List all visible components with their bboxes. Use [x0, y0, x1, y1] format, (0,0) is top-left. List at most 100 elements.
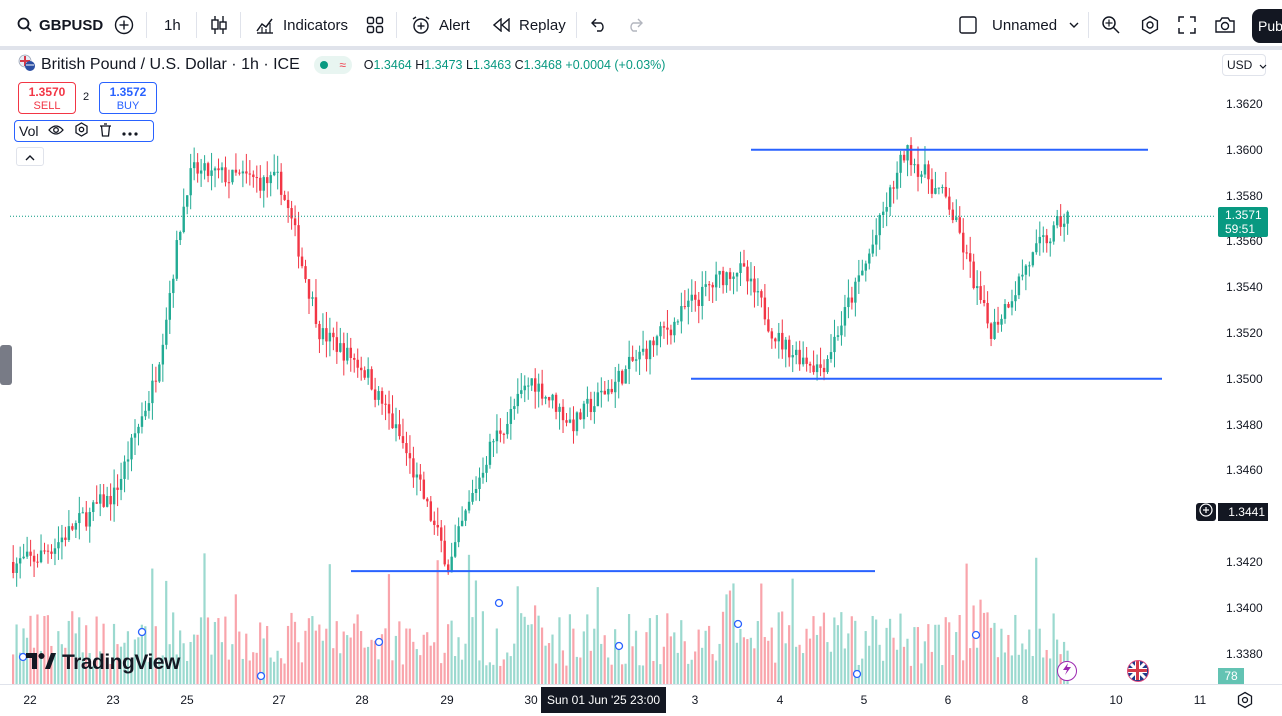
event-marker[interactable] [733, 619, 743, 629]
left-panel-handle[interactable] [0, 345, 12, 385]
candle-body [554, 394, 558, 412]
settings-icon[interactable] [74, 122, 89, 140]
screenshot-button[interactable] [1214, 0, 1236, 50]
layout-menu-button[interactable]: Unnamed [958, 0, 1079, 50]
add-alert-button[interactable] [1196, 502, 1216, 521]
candle-body [579, 412, 582, 420]
market-status-toggle[interactable]: ≈ [313, 56, 352, 74]
tradingview-watermark[interactable]: TradingView [26, 651, 180, 675]
price-tick: 1.3500 [1226, 371, 1263, 386]
candle-body [332, 332, 335, 338]
chart-title[interactable]: British Pound / U.S. Dollar · 1h · ICE [41, 56, 300, 73]
volume-bar [1017, 654, 1020, 684]
candle-body [147, 403, 151, 411]
volume-bar [116, 644, 119, 684]
volume-bar [123, 642, 126, 684]
volume-bar [704, 630, 707, 684]
fullscreen-button[interactable] [1178, 0, 1196, 50]
candle-body [714, 274, 718, 288]
candle-body [861, 270, 864, 276]
candle-body [231, 169, 234, 183]
candle-body [513, 406, 516, 410]
volume-bar [196, 634, 199, 684]
event-marker[interactable] [614, 641, 624, 651]
candle-body [401, 436, 405, 444]
price-tick: 1.3380 [1226, 646, 1263, 661]
event-markers [18, 598, 981, 681]
candle-body [1028, 265, 1031, 267]
sell-button[interactable]: 1.3570 SELL [18, 82, 76, 114]
volume-bar [829, 651, 832, 684]
event-marker[interactable] [256, 671, 266, 681]
candle-body [843, 307, 847, 326]
volume-bar [85, 625, 88, 684]
candle-body [112, 487, 116, 505]
replay-button[interactable]: Replay [493, 0, 566, 50]
candle-body [366, 369, 370, 378]
quick-search-button[interactable] [1101, 0, 1121, 50]
eye-icon[interactable] [48, 123, 65, 139]
trash-icon[interactable] [99, 122, 112, 140]
templates-button[interactable] [366, 0, 384, 50]
candle-body [582, 403, 586, 420]
settings-button[interactable] [1140, 0, 1160, 50]
volume-bar [680, 620, 683, 684]
toolbar-divider [396, 12, 397, 38]
volume-bar [579, 657, 582, 684]
time-axis-settings-button[interactable] [1236, 691, 1254, 714]
price-axis[interactable]: USD 1.3620 1.3600 1.3580 1.3560 1.3540 1.3520… [1216, 50, 1282, 684]
volume-bar [509, 656, 512, 684]
currency-button[interactable]: USD [1222, 54, 1267, 76]
publish-button[interactable]: Pub [1252, 9, 1282, 43]
collapse-legend-button[interactable] [16, 147, 44, 166]
candle-body [346, 347, 349, 361]
redo-button[interactable] [626, 0, 644, 50]
candle-body [165, 319, 168, 345]
volume-bar [520, 613, 523, 684]
volume-bar [88, 653, 91, 684]
price-chart[interactable] [10, 50, 1216, 684]
event-marker[interactable] [374, 637, 384, 647]
volume-bar [885, 627, 888, 684]
undo-button[interactable] [590, 0, 608, 50]
volume-bar [544, 645, 547, 684]
dividends-badge[interactable] [1057, 661, 1077, 681]
buy-button[interactable]: 1.3572 BUY [99, 82, 157, 114]
candle-body [986, 302, 989, 324]
volume-bar [255, 652, 258, 684]
candle-body [488, 441, 492, 465]
candle-body [339, 343, 342, 352]
volume-bar [43, 616, 46, 684]
event-marker[interactable] [494, 598, 504, 608]
volume-label: Vol [19, 123, 39, 139]
high-value: 1.3473 [424, 58, 463, 72]
candle-body [502, 433, 506, 435]
economic-event-badge[interactable] [1127, 660, 1149, 682]
volume-bar [405, 628, 408, 684]
candle-body [133, 433, 137, 438]
volume-bar [638, 665, 641, 684]
alert-button[interactable]: Alert [411, 0, 470, 50]
interval-button[interactable]: 1h [164, 0, 181, 50]
symbol-search-button[interactable]: GBPUSD [16, 0, 103, 50]
time-axis[interactable]: 11 10 8 6 5 4 3 30 29 28 27 25 23 22 Sun 01 Jun '25 2… [0, 684, 1282, 716]
event-marker[interactable] [137, 627, 147, 637]
toolbar-divider [196, 12, 197, 38]
candle-body [756, 291, 760, 293]
candle-body [433, 520, 436, 525]
indicators-button[interactable]: Indicators [255, 0, 348, 50]
volume-bar [854, 620, 857, 684]
volume-bar [996, 657, 1000, 684]
compare-button[interactable] [114, 0, 134, 50]
candle-body [868, 253, 871, 264]
more-icon[interactable] [122, 123, 139, 139]
candle-body [485, 464, 488, 473]
event-marker[interactable] [971, 630, 981, 640]
candle-body [523, 385, 526, 391]
event-marker[interactable] [852, 669, 862, 679]
volume-bar [224, 616, 227, 684]
volume-bar [530, 624, 533, 684]
chart-type-button[interactable] [210, 0, 228, 50]
volume-bar [495, 628, 498, 684]
volume-indicator-legend[interactable]: Vol [14, 120, 154, 142]
